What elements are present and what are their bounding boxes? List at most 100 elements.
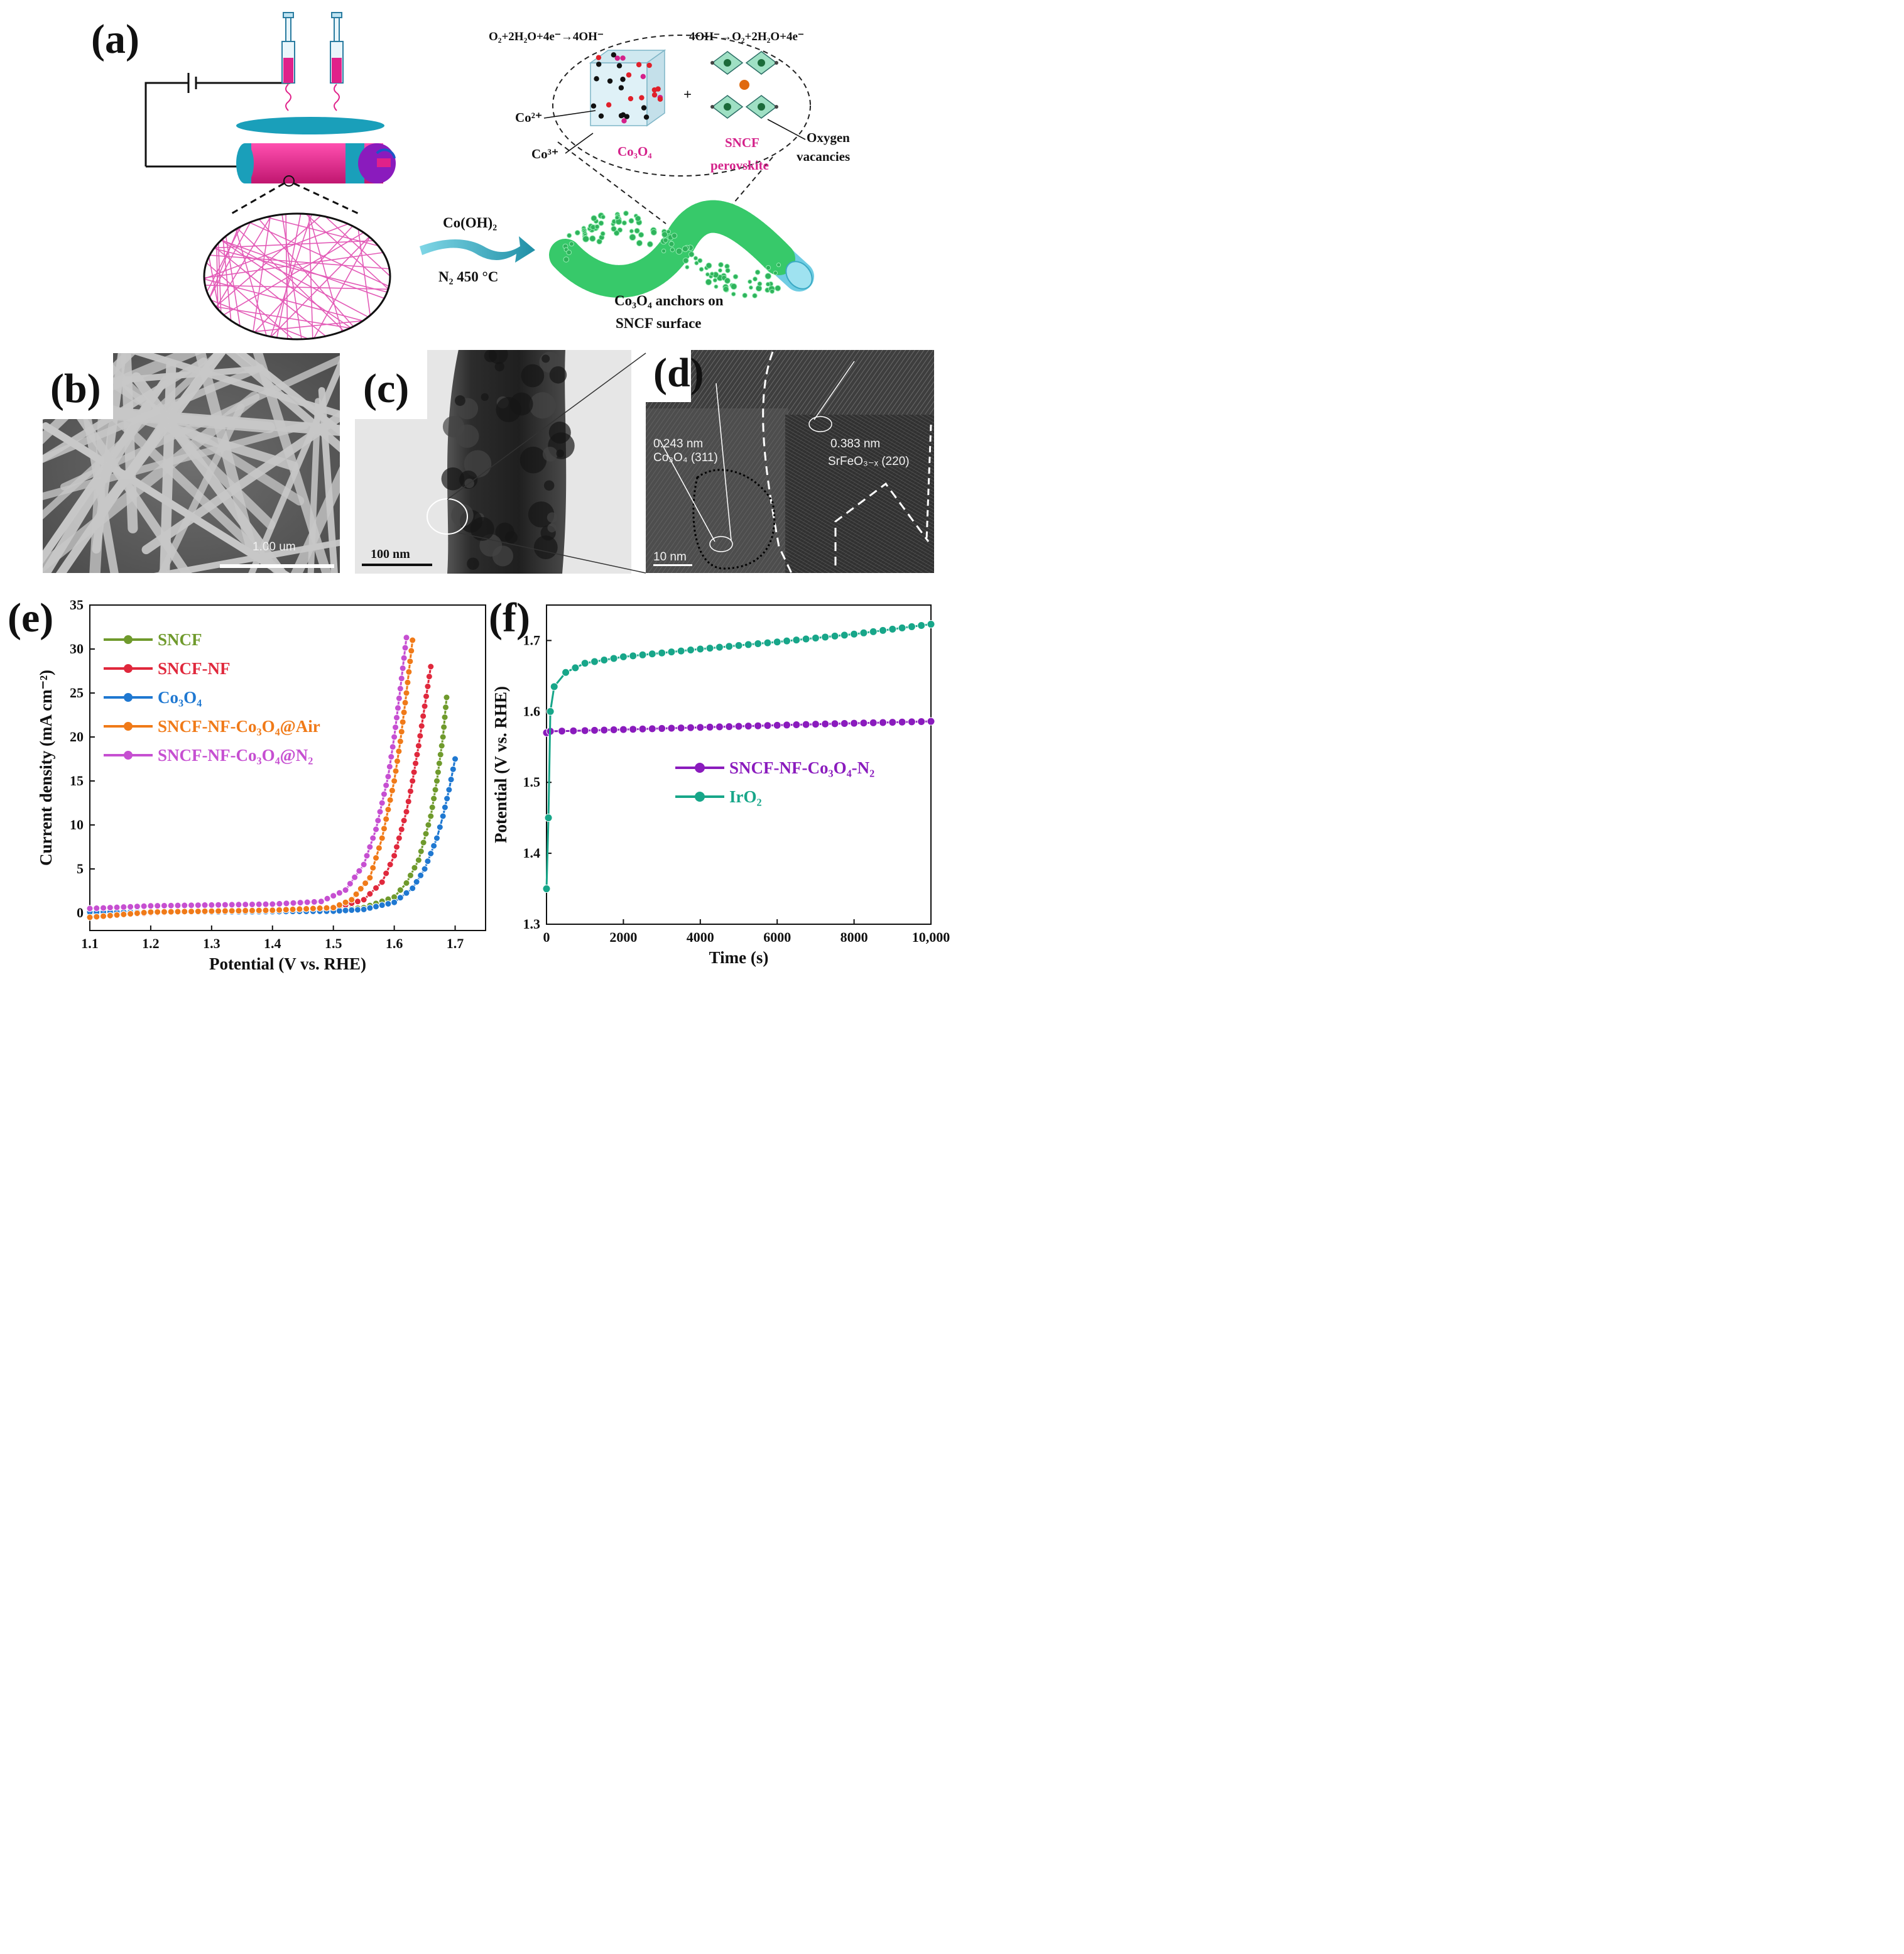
panel-d: (d) 0.243 nm Co₃O₄ (311) 0.383 nm SrFeO₃… — [646, 350, 934, 573]
data-point — [648, 650, 656, 658]
data-point — [351, 873, 359, 881]
oer-equation: 4OH⁻→O₂+2H₂O+4e⁻ — [689, 30, 804, 43]
data-point — [86, 905, 94, 912]
legend-label: SNCF-NF-Co₃O₄-N₂ — [729, 758, 874, 777]
data-point — [160, 902, 168, 909]
data-point — [433, 777, 440, 785]
data-point — [412, 760, 420, 767]
data-point — [907, 622, 916, 631]
data-point — [403, 879, 410, 887]
data-point — [763, 721, 772, 730]
data-point — [802, 720, 810, 729]
data-point — [441, 804, 449, 811]
legend-label: SNCF-NF — [158, 659, 231, 678]
data-point — [380, 825, 388, 832]
data-point — [562, 668, 570, 677]
chart-e-frame — [89, 604, 486, 931]
data-point — [316, 905, 324, 912]
zoom-balloon — [552, 35, 811, 177]
data-point — [927, 619, 935, 628]
y-tick-label: 25 — [70, 685, 84, 701]
data-point — [580, 659, 589, 668]
legend-marker — [124, 751, 133, 760]
data-point — [194, 908, 202, 915]
data-point — [357, 885, 364, 892]
data-point — [449, 765, 457, 773]
data-point — [773, 721, 781, 729]
data-point — [744, 640, 753, 649]
data-point — [898, 623, 906, 632]
data-point — [421, 702, 428, 710]
data-point — [296, 899, 304, 907]
data-point — [378, 799, 386, 807]
data-point — [435, 760, 443, 767]
data-point — [403, 808, 410, 816]
data-point — [792, 721, 801, 729]
d-plane-right: SrFeO₃₋ₓ (220) — [828, 455, 910, 468]
figure-canvas: (a) — [8, 12, 950, 973]
hrtem-image — [646, 350, 934, 573]
data-point — [443, 795, 451, 802]
data-point — [393, 758, 401, 765]
data-point — [354, 898, 361, 905]
data-point — [395, 694, 403, 702]
legend-label: IrO₂ — [729, 787, 762, 806]
data-point — [696, 723, 705, 732]
data-point — [384, 806, 392, 813]
x-tick-label: 1.6 — [386, 936, 403, 951]
data-point — [374, 817, 382, 824]
x-tick-label: 2000 — [609, 929, 637, 945]
d-spacing-left: 0.243 nm — [653, 437, 703, 450]
data-point — [120, 910, 128, 918]
data-point — [546, 707, 555, 716]
data-point — [113, 911, 121, 919]
data-point — [393, 843, 400, 851]
data-point — [888, 718, 897, 727]
data-point — [373, 903, 380, 910]
product-label-2: SNCF surface — [616, 315, 701, 331]
data-point — [734, 641, 743, 650]
legend-marker — [124, 722, 133, 731]
y-tick-label: 20 — [70, 729, 84, 745]
coated-fiber — [549, 200, 814, 298]
data-point — [194, 902, 202, 909]
data-point — [440, 723, 448, 731]
data-point — [629, 725, 638, 734]
data-point — [410, 768, 418, 776]
data-point — [638, 724, 647, 733]
data-point — [409, 885, 416, 892]
data-point — [658, 648, 666, 657]
data-point — [401, 644, 409, 652]
syringe-right — [330, 12, 344, 111]
plus-sign: + — [683, 87, 692, 102]
legend-label: SNCF-NF-Co₃O₄@Air — [158, 717, 320, 736]
data-point — [417, 848, 425, 855]
panel-e-label: (e) — [8, 595, 53, 641]
data-point — [228, 901, 236, 909]
data-point — [392, 767, 400, 775]
data-point — [442, 704, 450, 711]
y-tick-label: 0 — [77, 905, 84, 920]
data-point — [380, 790, 388, 798]
data-point — [677, 647, 685, 655]
data-point — [917, 718, 926, 726]
data-point — [677, 724, 685, 733]
data-point — [438, 742, 445, 750]
data-point — [859, 628, 868, 637]
data-point — [342, 898, 349, 906]
data-point — [330, 892, 337, 900]
data-point — [296, 905, 303, 913]
data-point — [388, 787, 396, 794]
power-circuit — [144, 73, 290, 168]
data-point — [383, 782, 390, 789]
data-point — [405, 798, 412, 805]
data-point — [276, 906, 283, 914]
data-point — [409, 636, 416, 644]
data-point — [557, 727, 566, 736]
data-point — [100, 904, 107, 912]
data-point — [384, 773, 392, 780]
data-point — [773, 638, 781, 647]
data-point — [248, 900, 256, 908]
x-tick-label: 10,000 — [912, 929, 950, 945]
panel-c: (c) 100 nm — [355, 350, 646, 574]
